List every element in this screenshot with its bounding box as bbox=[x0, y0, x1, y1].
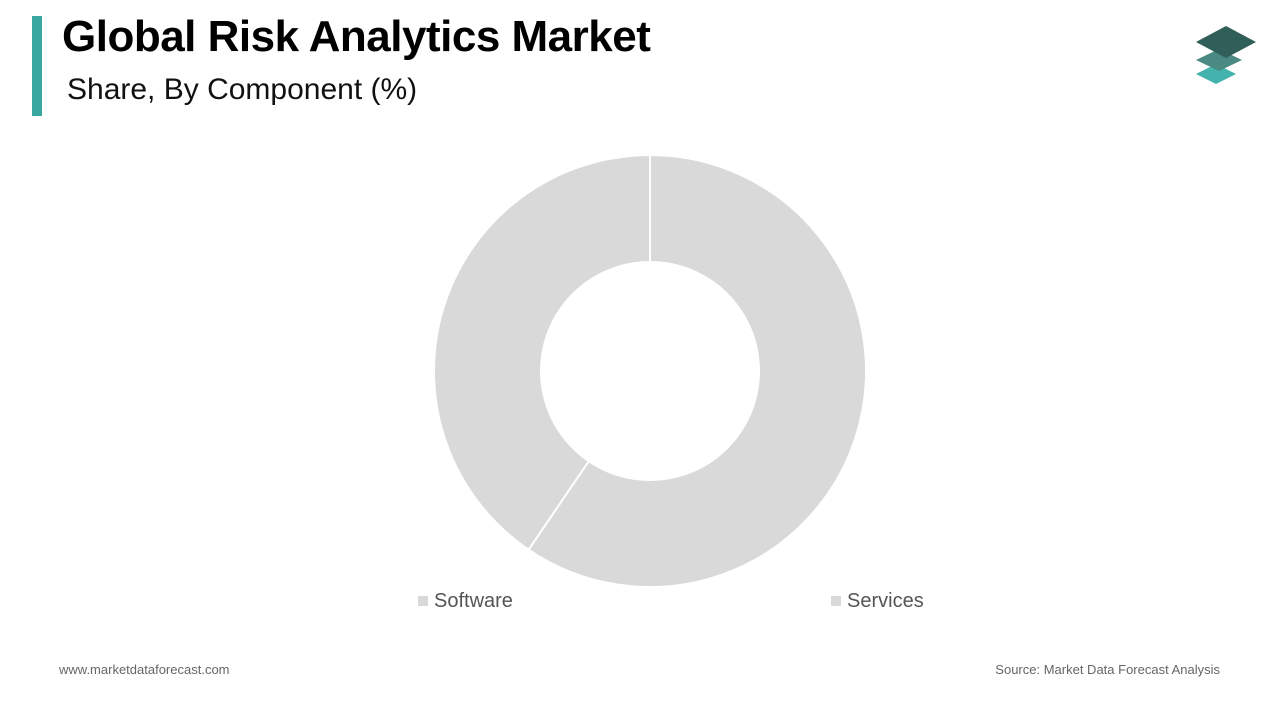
donut-slice-software bbox=[433, 153, 651, 552]
page-subtitle: Share, By Component (%) bbox=[67, 73, 418, 106]
legend-swatch-software bbox=[418, 596, 428, 606]
legend-item-software: Software bbox=[418, 588, 513, 614]
title-accent-bar bbox=[32, 16, 42, 116]
legend-label-software: Software bbox=[434, 589, 513, 612]
footer-source: Source: Market Data Forecast Analysis bbox=[995, 662, 1220, 677]
donut-slices bbox=[433, 153, 867, 588]
donut-slice-services bbox=[527, 153, 867, 588]
legend-label-services: Services bbox=[847, 589, 924, 612]
layers-icon bbox=[1196, 26, 1256, 84]
footer-website[interactable]: www.marketdataforecast.com bbox=[59, 662, 230, 677]
page-title: Global Risk Analytics Market bbox=[62, 12, 651, 61]
logo-layer-bottom bbox=[1196, 64, 1236, 84]
logo-layer-top bbox=[1196, 26, 1256, 58]
legend-item-services: Services bbox=[831, 588, 924, 614]
legend-swatch-services bbox=[831, 596, 841, 606]
